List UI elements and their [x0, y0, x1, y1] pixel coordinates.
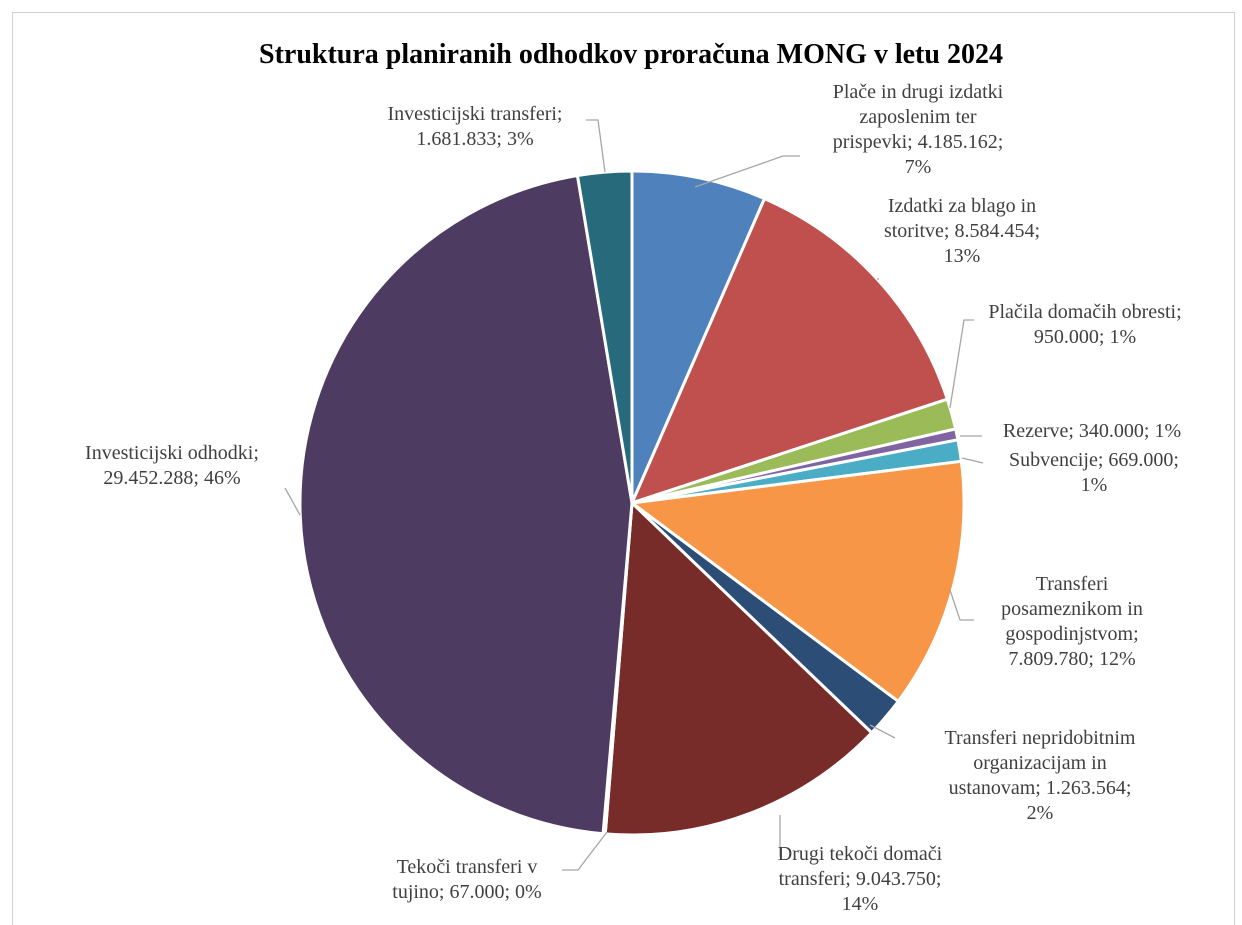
data-label-line: 1% [1081, 474, 1108, 496]
data-label-line: zaposlenim ter [859, 106, 977, 128]
data-label-line: Tekoči transferi v [397, 856, 538, 878]
data-label-line: prispevki; 4.185.162; [833, 131, 1004, 153]
data-labels: Plače in drugi izdatki zaposlenim ter pris… [85, 81, 1182, 915]
data-label-4: Rezerve; 340.000; 1% [1003, 420, 1181, 442]
data-label-3: Plačila domačih obresti; 950.000; 1% [988, 301, 1181, 348]
data-label-2: Izdatki za blago in storitve; 8.584.454; 1… [884, 195, 1040, 267]
pie-slice-8 [603, 501, 874, 837]
leader-lines [284, 119, 984, 871]
leader-line-6 [949, 589, 974, 621]
data-label-line: 7.809.780; 12% [1008, 648, 1135, 670]
data-label-line: Investicijski odhodki; [85, 442, 259, 464]
data-label-line: Investicijski transferi; [388, 103, 563, 125]
data-label-line: Subvencije; 669.000; [1009, 449, 1179, 471]
pie-slice-6 [630, 459, 966, 703]
data-label-line: gospodinjstvom; [1005, 623, 1138, 645]
data-label-8: Drugi tekoči domači transferi; 9.043.750;… [778, 843, 943, 915]
leader-line-1 [694, 155, 800, 188]
data-label-line: Drugi tekoči domači [778, 843, 943, 865]
data-label-line: 7% [905, 156, 932, 178]
data-label-line: Plače in drugi izdatki [833, 81, 1004, 103]
leader-line-7 [869, 724, 896, 739]
data-label-line: Plačila domačih obresti; [988, 301, 1181, 323]
data-label-line: ustanovam; 1.263.564; [949, 777, 1132, 799]
chart-title: Struktura planiranih odhodkov proračuna … [259, 39, 1003, 70]
leader-line-5 [961, 457, 984, 464]
data-label-11: Investicijski transferi; 1.681.833; 3% [388, 103, 563, 150]
data-label-line: Transferi [1036, 573, 1109, 595]
data-label-line: 1.681.833; 3% [416, 128, 533, 150]
data-label-9: Tekoči transferi v tujino; 67.000; 0% [392, 856, 541, 903]
data-label-line: 29.452.288; 46% [103, 467, 240, 489]
data-label-line: Rezerve; 340.000; 1% [1003, 420, 1181, 442]
data-label-line: tujino; 67.000; 0% [392, 881, 541, 903]
pie-slice-1 [630, 169, 767, 505]
data-label-line: storitve; 8.584.454; [884, 220, 1040, 242]
data-label-line: organizacijam in [973, 752, 1106, 774]
pie-slice-10 [298, 174, 634, 836]
pie-slice-2 [630, 197, 949, 505]
leader-line-3 [949, 319, 974, 409]
pie-slices [298, 169, 966, 837]
pie-slice-11 [575, 169, 634, 505]
leader-line-9 [562, 831, 608, 871]
leader-line-10 [284, 487, 301, 516]
data-label-line: Transferi nepridobitnim [945, 727, 1136, 749]
leader-line-11 [586, 119, 606, 173]
data-label-10: Investicijski odhodki; 29.452.288; 46% [85, 442, 259, 489]
data-label-line: 2% [1027, 802, 1054, 824]
data-label-line: transferi; 9.043.750; [779, 868, 942, 890]
data-label-7: Transferi nepridobitnim organizacijam in u… [945, 727, 1136, 824]
data-label-line: 13% [944, 245, 981, 267]
data-label-5: Subvencije; 669.000; 1% [1009, 449, 1179, 496]
data-label-line: 950.000; 1% [1034, 326, 1136, 348]
data-label-line: Izdatki za blago in [888, 195, 1036, 217]
data-label-6: Transferi posameznikom in gospodinjstvom; 7… [1001, 573, 1143, 670]
data-label-line: posameznikom in [1001, 598, 1143, 620]
data-label-1: Plače in drugi izdatki zaposlenim ter pris… [833, 81, 1004, 178]
data-label-line: 14% [842, 893, 879, 915]
